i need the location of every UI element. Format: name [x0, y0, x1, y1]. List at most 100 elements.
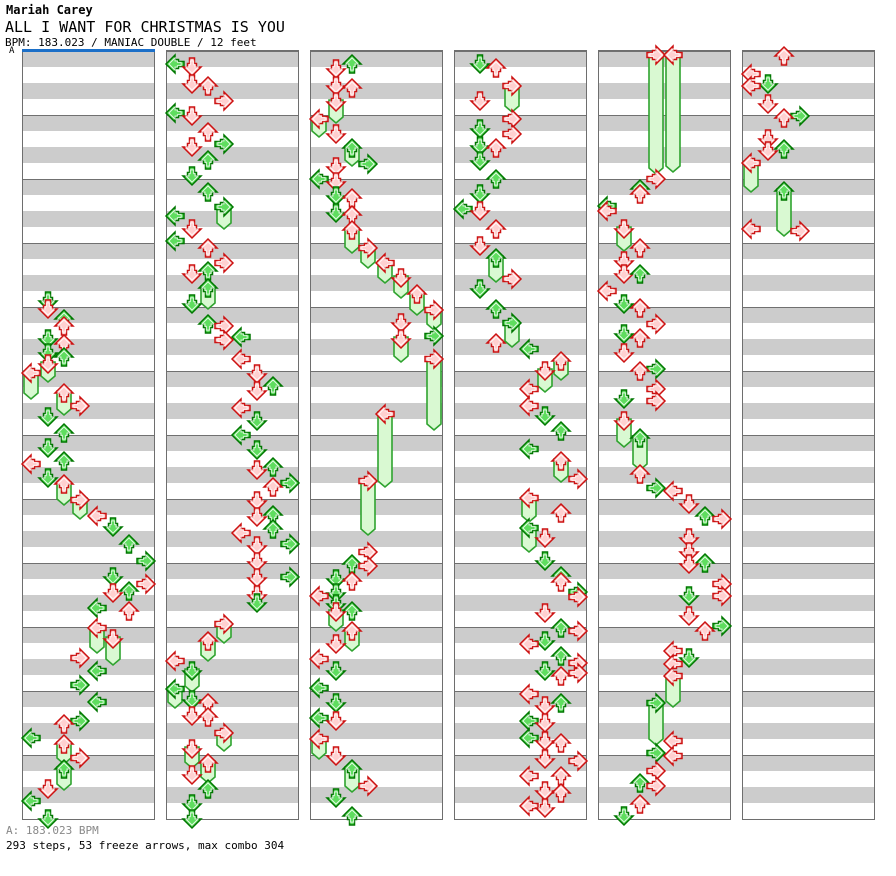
red-down-arrow-icon — [324, 157, 347, 178]
red-left-arrow-icon — [518, 633, 539, 655]
red-down-arrow-icon — [468, 201, 491, 222]
chart-panel — [597, 44, 732, 827]
red-left-arrow-icon — [662, 44, 683, 66]
red-up-arrow-icon — [197, 630, 219, 651]
green-left-arrow-icon — [165, 230, 185, 252]
green-down-arrow-icon — [102, 567, 124, 588]
red-up-arrow-icon — [550, 350, 573, 371]
red-down-arrow-icon — [324, 172, 347, 193]
red-right-arrow-icon — [502, 75, 523, 97]
red-up-arrow-icon — [197, 75, 219, 96]
chart-panel — [741, 45, 875, 820]
green-down-arrow-icon — [324, 186, 347, 207]
red-down-arrow-icon — [678, 494, 700, 515]
green-down-arrow-icon — [468, 119, 491, 140]
green-left-arrow-icon — [518, 710, 539, 732]
red-down-arrow-icon — [534, 749, 556, 770]
red-down-arrow-icon — [36, 299, 59, 320]
red-down-arrow-icon — [612, 343, 635, 364]
green-up-arrow-icon — [262, 518, 285, 539]
red-up-arrow-icon — [485, 137, 507, 158]
green-left-arrow-icon — [165, 678, 185, 700]
red-down-arrow-icon — [36, 354, 59, 375]
green-up-arrow-icon — [341, 137, 363, 158]
green-down-arrow-icon — [468, 151, 491, 172]
green-left-arrow-icon — [309, 168, 329, 190]
green-down-arrow-icon — [534, 631, 556, 652]
green-down-arrow-icon — [36, 407, 59, 428]
red-down-arrow-icon — [534, 528, 556, 549]
red-up-arrow-icon — [550, 571, 573, 592]
green-right-arrow-icon — [646, 477, 667, 499]
red-down-arrow-icon — [102, 629, 124, 650]
red-down-arrow-icon — [324, 602, 347, 623]
red-down-arrow-icon — [180, 706, 203, 727]
red-up-arrow-icon — [629, 297, 651, 318]
red-up-arrow-icon — [197, 752, 219, 773]
red-down-arrow-icon — [612, 411, 635, 432]
red-left-arrow-icon — [518, 683, 539, 705]
red-down-arrow-icon — [180, 739, 203, 760]
green-down-arrow-icon — [324, 569, 347, 590]
red-right-arrow-icon — [502, 268, 523, 290]
green-down-arrow-icon — [468, 54, 491, 75]
green-left-arrow-icon — [86, 691, 107, 713]
red-down-arrow-icon — [246, 536, 268, 557]
green-left-arrow-icon — [309, 707, 329, 729]
red-down-arrow-icon — [36, 779, 59, 800]
green-left-arrow-icon — [230, 326, 251, 348]
red-right-arrow-icon — [214, 722, 235, 744]
chart-panel — [309, 50, 444, 826]
red-down-arrow-icon — [180, 106, 203, 127]
green-left-arrow-icon — [165, 102, 185, 124]
green-right-arrow-icon — [214, 196, 235, 218]
red-down-arrow-icon — [180, 74, 203, 95]
red-right-arrow-icon — [646, 44, 667, 66]
red-down-arrow-icon — [612, 264, 635, 285]
red-down-arrow-icon — [390, 268, 412, 289]
red-right-arrow-icon — [502, 123, 523, 145]
red-left-arrow-icon — [518, 395, 539, 417]
red-left-arrow-icon — [597, 200, 617, 222]
green-up-arrow-icon — [550, 692, 573, 713]
green-left-arrow-icon — [21, 727, 41, 749]
green-right-arrow-icon — [280, 472, 300, 494]
green-down-arrow-icon — [756, 74, 779, 95]
green-right-arrow-icon — [502, 312, 523, 334]
artist-name: Mariah Carey — [6, 3, 93, 17]
green-up-arrow-icon — [197, 149, 219, 170]
red-right-arrow-icon — [790, 220, 811, 242]
green-up-arrow-icon — [197, 181, 219, 202]
red-right-arrow-icon — [568, 750, 588, 772]
green-up-arrow-icon — [118, 533, 141, 554]
green-down-arrow-icon — [180, 809, 203, 830]
red-down-arrow-icon — [324, 124, 347, 145]
red-left-arrow-icon — [518, 795, 539, 817]
red-up-arrow-icon — [341, 570, 363, 591]
red-up-arrow-icon — [550, 502, 573, 523]
red-down-arrow-icon — [324, 76, 347, 97]
chart-panel — [453, 50, 588, 820]
red-down-arrow-icon — [180, 264, 203, 285]
section-marker-line — [22, 49, 155, 52]
red-right-arrow-icon — [70, 489, 91, 511]
green-left-arrow-icon — [309, 677, 329, 699]
green-up-arrow-icon — [197, 277, 219, 298]
red-up-arrow-icon — [341, 219, 363, 240]
red-up-arrow-icon — [773, 45, 795, 66]
green-up-arrow-icon — [694, 552, 717, 573]
green-down-arrow-icon — [246, 593, 268, 614]
red-down-arrow-icon — [612, 219, 635, 240]
green-up-arrow-icon — [773, 138, 795, 159]
red-down-arrow-icon — [180, 765, 203, 786]
green-left-arrow-icon — [165, 53, 185, 75]
green-down-arrow-icon — [324, 693, 347, 714]
red-up-arrow-icon — [341, 77, 363, 98]
red-up-arrow-icon — [629, 360, 651, 381]
red-down-arrow-icon — [324, 92, 347, 113]
red-up-arrow-icon — [550, 450, 573, 471]
red-left-arrow-icon — [662, 665, 683, 687]
red-down-arrow-icon — [246, 491, 268, 512]
red-right-arrow-icon — [70, 647, 91, 669]
